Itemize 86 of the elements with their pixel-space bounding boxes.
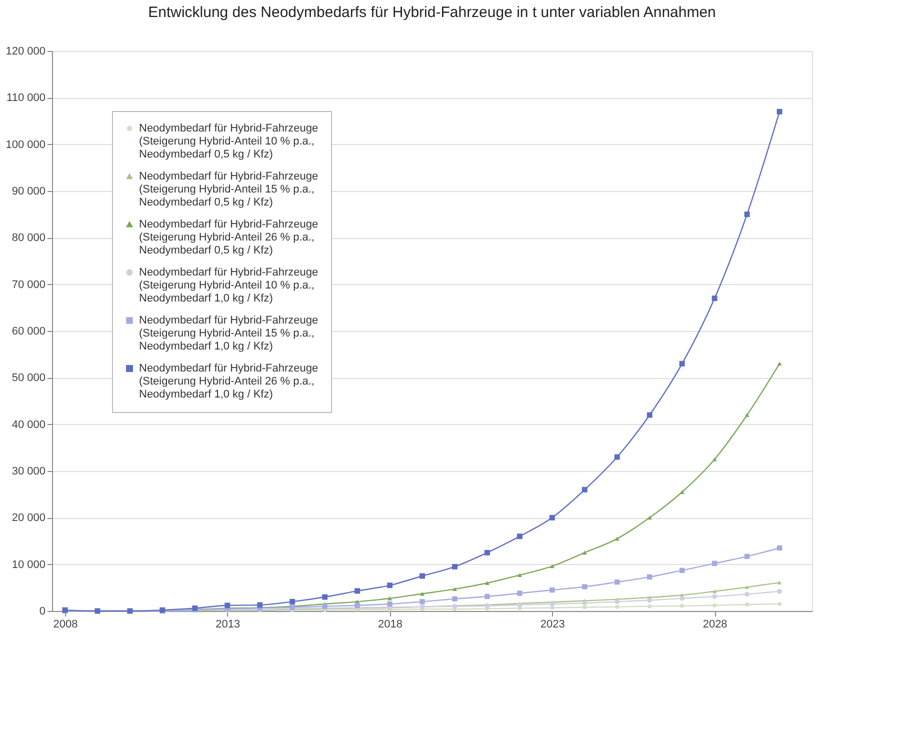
point [777, 580, 782, 584]
point [679, 568, 685, 573]
point [776, 108, 782, 114]
point [582, 550, 587, 555]
legend-label: Neodymbedarf für Hybrid-Fahrzeuge (Steigerung Hybrid-Anteil 26 % p.a., Neodymbedarf 1,0 kg / Kfz) [139, 362, 318, 400]
point [290, 598, 296, 604]
y-tick-label: 70 000 [12, 278, 46, 291]
point [647, 598, 652, 603]
point [420, 599, 425, 604]
point [420, 592, 425, 596]
point [484, 594, 490, 600]
point [224, 602, 230, 608]
point [452, 587, 458, 592]
point [517, 573, 522, 578]
point [778, 602, 782, 606]
point [517, 590, 522, 596]
point [387, 582, 393, 588]
point [744, 592, 750, 597]
point [712, 603, 716, 608]
x-tick-label: 2023 [540, 618, 565, 630]
legend-label: Neodymbedarf für Hybrid-Fahrzeuge (Steigerung Hybrid-Anteil 26 % p.a., Neodymbedarf 0,5 kg / Kfz) [139, 218, 318, 256]
point [712, 296, 718, 302]
legend-label: Neodymbedarf für Hybrid-Fahrzeuge (Steigerung Hybrid-Anteil 15 % p.a., Neodymbedarf 1,0 kg / Kfz) [139, 314, 318, 352]
point [744, 554, 750, 559]
point [484, 581, 490, 585]
point [387, 601, 392, 607]
y-tick-label: 30 000 [12, 466, 46, 478]
point [777, 362, 782, 366]
point [614, 536, 620, 541]
point [647, 574, 652, 580]
point [354, 588, 360, 594]
point [712, 560, 718, 566]
point [452, 596, 458, 602]
y-tick-label: 110 000 [6, 92, 46, 104]
point [744, 413, 750, 417]
point [777, 588, 782, 594]
point [550, 564, 554, 568]
point [549, 514, 555, 520]
point [420, 573, 425, 579]
point [647, 516, 652, 520]
point [582, 584, 588, 590]
y-tick-label: 40 000 [12, 418, 46, 431]
y-tick-label: 120 000 [6, 46, 46, 58]
y-tick-label: 20 000 [12, 512, 46, 524]
point [648, 604, 652, 608]
point [712, 594, 718, 599]
point [615, 604, 620, 609]
y-tick-label: 90 000 [12, 186, 46, 198]
legend-label: Neodymbedarf für Hybrid-Fahrzeuge (Steigerung Hybrid-Anteil 10 % p.a., Neodymbedarf 0,5 kg / Kfz) [139, 122, 318, 160]
y-tick-label: 60 000 [12, 326, 46, 338]
x-tick-label: 2008 [53, 618, 78, 630]
y-tick-label: 0 [39, 606, 46, 618]
point [679, 360, 685, 366]
point [614, 599, 620, 604]
point [744, 212, 750, 218]
y-tick-label: 80 000 [12, 232, 46, 244]
point [680, 604, 684, 608]
point [322, 594, 328, 600]
legend-label: Neodymbedarf für Hybrid-Fahrzeuge (Steigerung Hybrid-Anteil 15 % p.a., Neodymbedarf 0,5 kg / Kfz) [139, 170, 318, 208]
point [582, 486, 588, 492]
point [484, 550, 490, 556]
point [680, 596, 685, 601]
point [257, 602, 263, 608]
point [452, 564, 458, 570]
point [550, 587, 555, 593]
x-tick-label: 2018 [378, 618, 403, 630]
point [550, 602, 555, 606]
chart-title: Entwicklung des Neodymbedarfs für Hybrid-Fahrzeuge in t unter variablen Annahmen [148, 4, 716, 21]
point [387, 596, 392, 600]
point [776, 545, 782, 551]
y-tick-label: 10 000 [12, 558, 46, 571]
y-tick-label: 50 000 [12, 372, 46, 384]
point [744, 585, 750, 590]
point [614, 579, 620, 585]
point [516, 534, 522, 540]
x-tick-label: 2028 [702, 618, 728, 630]
point [614, 454, 620, 460]
x-tick-label: 2013 [216, 618, 240, 630]
point [582, 605, 587, 610]
point [646, 412, 652, 418]
legend-label: Neodymbedarf für Hybrid-Fahrzeuge (Steigerung Hybrid-Anteil 10 % p.a., Neodymbedarf 1,0 kg / Kfz) [139, 266, 318, 304]
point [354, 602, 360, 608]
y-tick-label: 100 000 [6, 138, 46, 151]
point [712, 457, 717, 462]
point [745, 602, 749, 606]
point [582, 600, 588, 606]
